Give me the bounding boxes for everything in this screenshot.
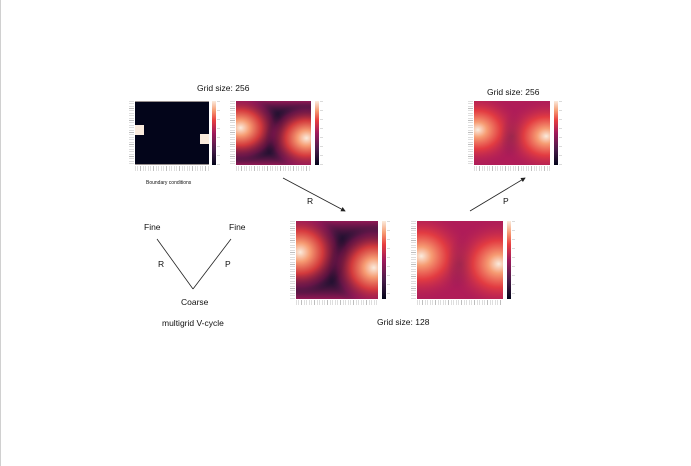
vcycle-fine-left: Fine xyxy=(144,222,161,232)
vcycle-fine-right: Fine xyxy=(229,222,246,232)
vcycle-prolong-label: P xyxy=(225,259,231,269)
colorbar-256-right xyxy=(554,101,558,165)
colorbar-128-right xyxy=(507,221,511,299)
heatmap-128-right-y-ticks xyxy=(411,221,416,299)
colorbar-boundary xyxy=(212,101,216,165)
title-grid-256-left: Grid size: 256 xyxy=(197,83,250,93)
heatmap-128-left-y-ticks xyxy=(290,221,295,299)
colorbar-128-right-ticks xyxy=(512,221,515,299)
caption-boundary-conditions: Boundary conditions xyxy=(146,180,192,186)
colorbar-128-left xyxy=(382,221,386,299)
heatmap-boundary-x-ticks xyxy=(135,166,209,171)
vcycle-restrict-label: R xyxy=(158,259,165,269)
page-edge xyxy=(0,0,1,466)
colorbar-256-left xyxy=(315,101,319,165)
colorbar-boundary-ticks xyxy=(217,101,220,165)
heatmap-grid-256-right xyxy=(474,101,550,165)
heatmap-256-right-x-ticks xyxy=(474,166,550,171)
colorbar-256-right-ticks xyxy=(559,101,562,165)
heatmap-256-left-y-ticks xyxy=(230,101,235,165)
vcycle-right-leg xyxy=(192,238,232,290)
restrict-arrow-label: R xyxy=(307,196,314,206)
heatmap-256-right-y-ticks xyxy=(468,101,473,165)
prolong-arrow-label: P xyxy=(503,196,509,206)
heatmap-boundary-y-ticks xyxy=(129,101,134,165)
heatmap-grid-256-left xyxy=(236,101,311,165)
prolong-arrow xyxy=(469,177,526,212)
heatmap-grid-128-right xyxy=(417,221,503,299)
heatmap-128-left-x-ticks xyxy=(296,300,378,305)
colorbar-256-left-ticks xyxy=(320,101,323,165)
heatmap-grid-128-left xyxy=(296,221,378,299)
restrict-arrow xyxy=(282,177,346,212)
caption-vcycle: multigrid V-cycle xyxy=(162,318,224,328)
heatmap-128-right-x-ticks xyxy=(417,300,503,305)
vcycle-coarse: Coarse xyxy=(181,297,209,307)
title-grid-128: Grid size: 128 xyxy=(377,317,430,327)
title-grid-256-right: Grid size: 256 xyxy=(487,87,540,97)
vcycle-left-leg xyxy=(156,238,194,290)
heatmap-boundary-conditions xyxy=(135,101,209,165)
colorbar-128-left-ticks xyxy=(387,221,390,299)
heatmap-256-left-x-ticks xyxy=(236,166,311,171)
